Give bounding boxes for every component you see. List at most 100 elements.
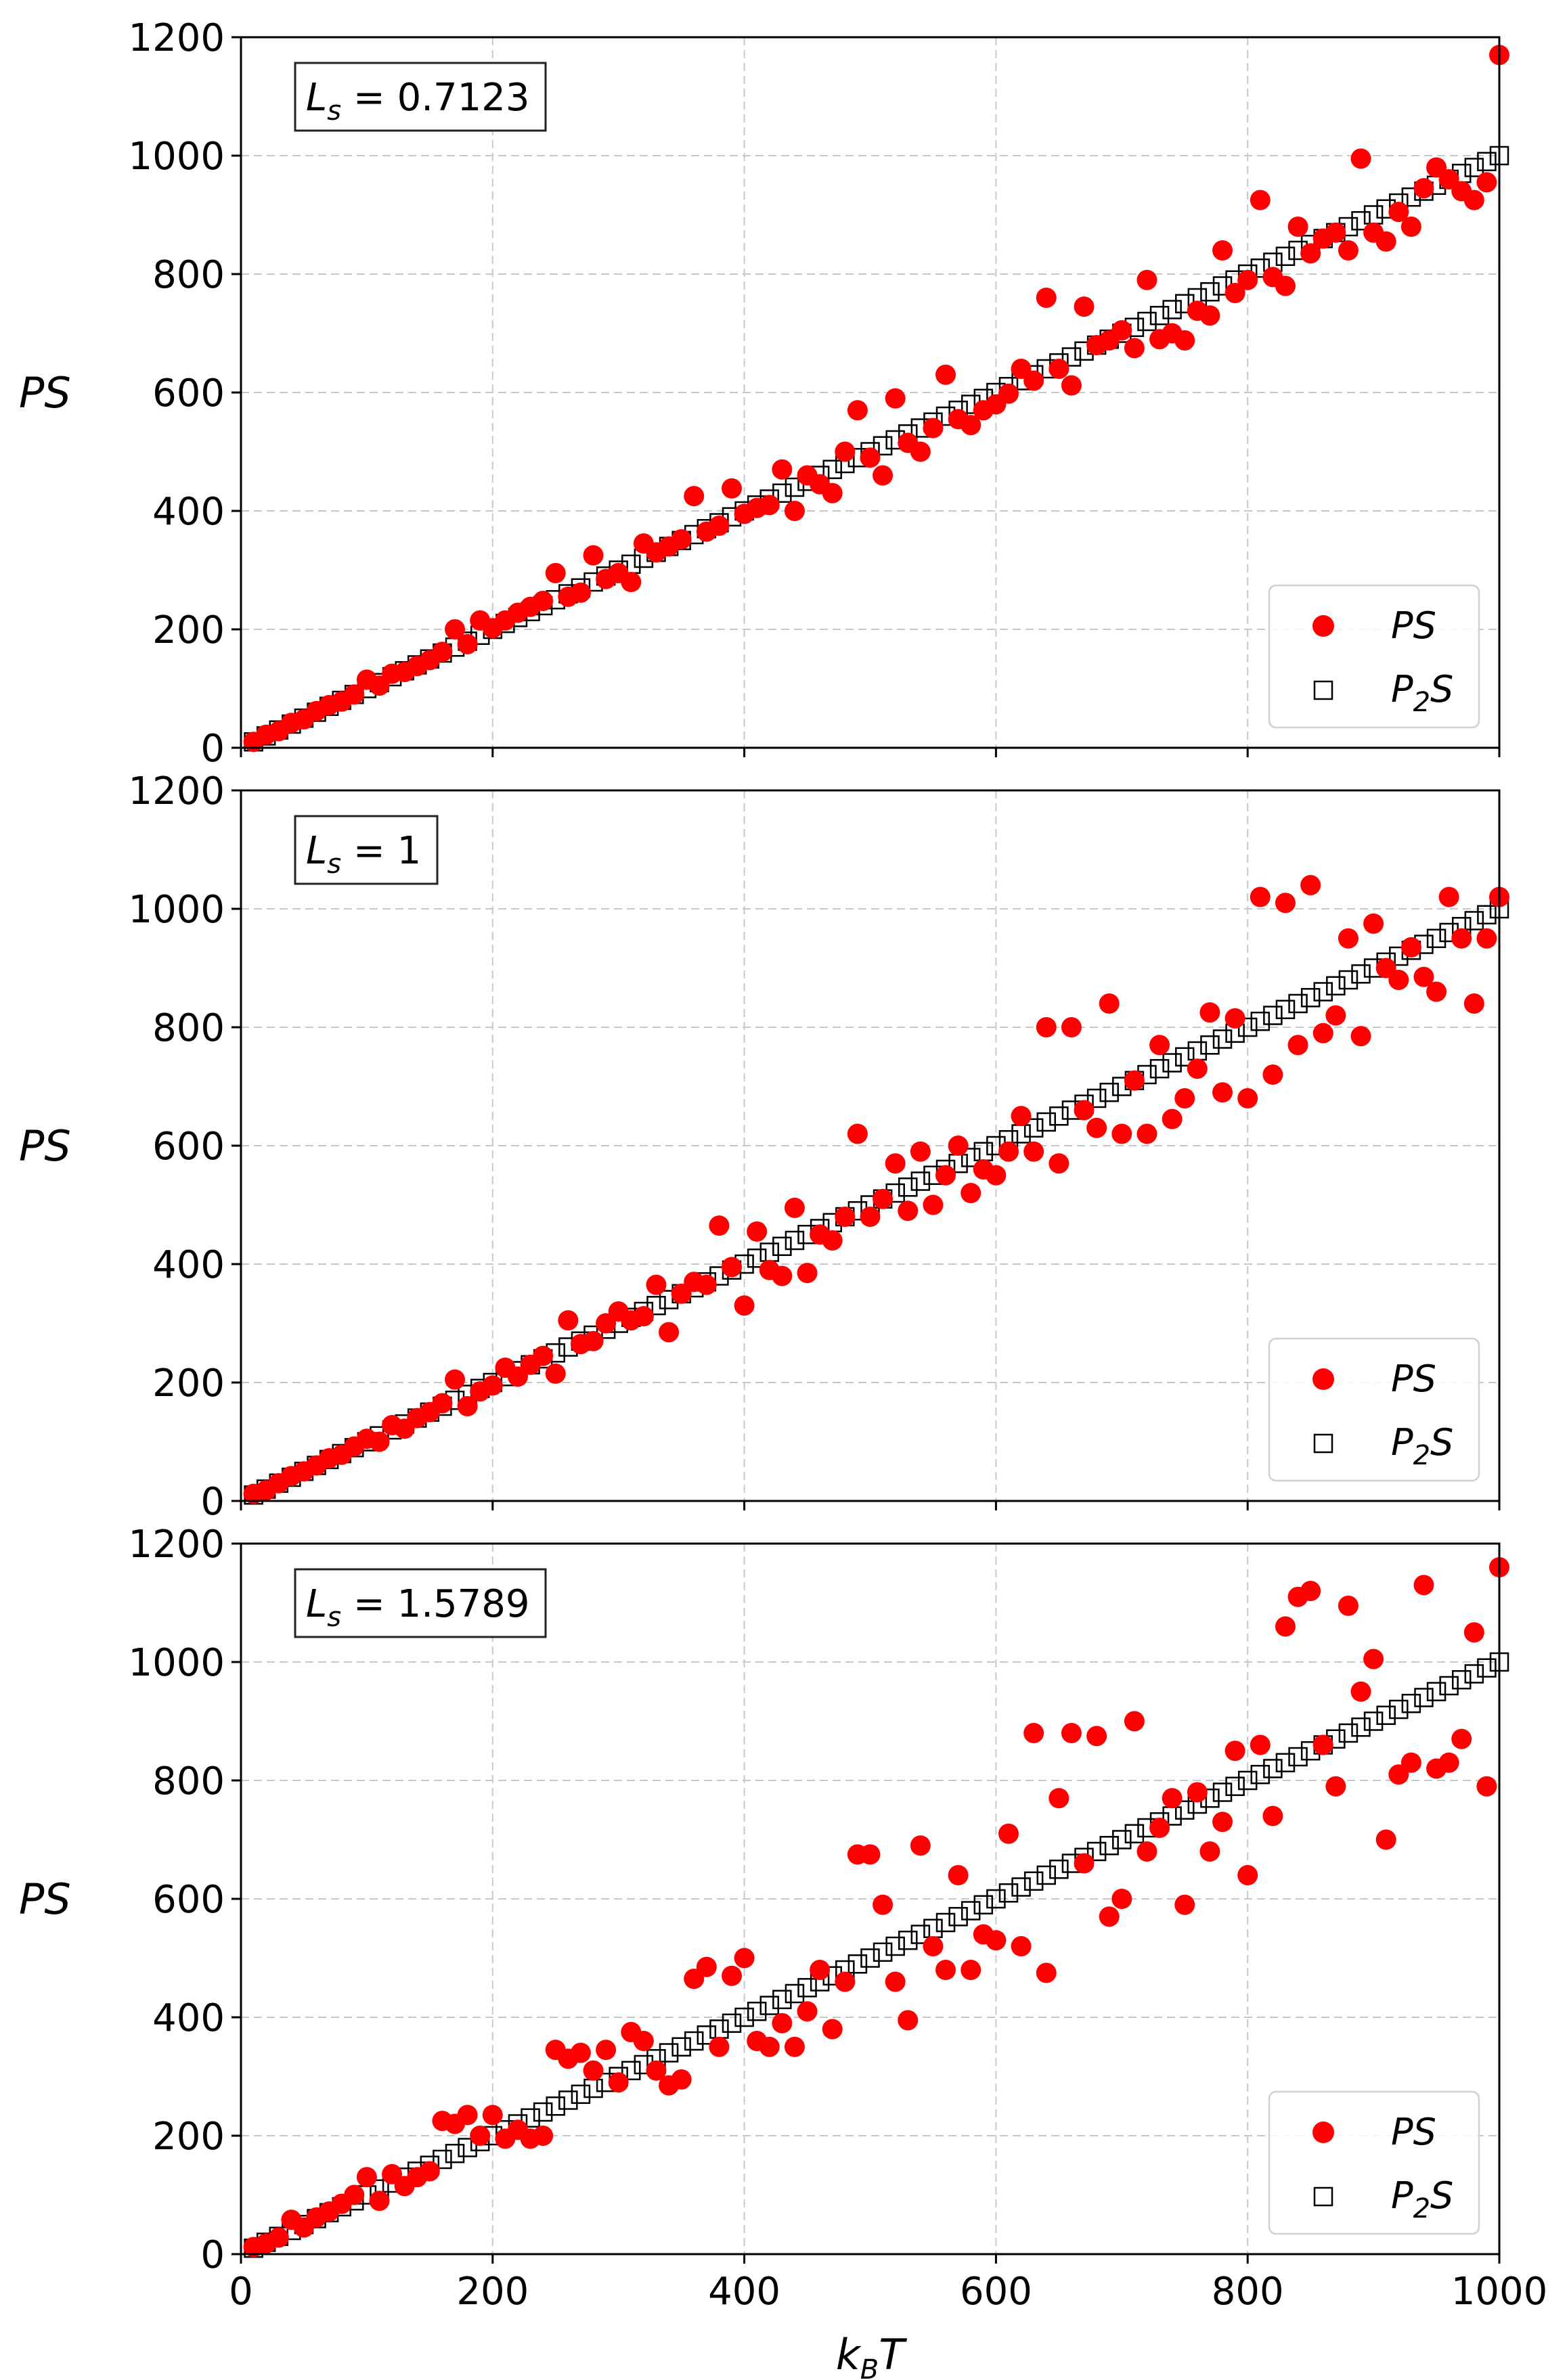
ps-point — [1011, 1936, 1032, 1956]
ps-point — [457, 633, 478, 654]
p2s-point — [885, 1936, 905, 1956]
p2s-point — [1023, 1871, 1044, 1891]
ps-point — [986, 1165, 1007, 1186]
ps-point — [1300, 243, 1321, 264]
ps-point — [1023, 370, 1044, 391]
y-tick-label: 1200 — [128, 769, 225, 813]
p2s-point — [785, 477, 805, 497]
ps-point — [457, 2105, 478, 2126]
annotation-box: Ls = 0.7123 — [294, 62, 547, 132]
p2s-point — [910, 1925, 931, 1944]
p2s-point — [433, 2149, 452, 2170]
p2s-point — [558, 2090, 578, 2110]
legend-p2s-marker — [1313, 680, 1333, 700]
ps-point — [1312, 1734, 1333, 1755]
y-tick-label: 200 — [152, 608, 225, 652]
ps-point — [1124, 338, 1145, 359]
ps-point — [1413, 1575, 1434, 1596]
ps-point — [935, 1960, 956, 1980]
x-tick-label: 0 — [229, 2270, 253, 2314]
annotation-text-base: L — [306, 1582, 327, 1626]
p2s-point — [759, 1242, 780, 1262]
ps-point — [1162, 1108, 1183, 1129]
legend-ps-label: PS — [1391, 1357, 1436, 1400]
ps-point — [910, 1141, 931, 1162]
ps-point — [1212, 1082, 1233, 1103]
ps-point — [470, 2126, 491, 2146]
y-axis-label: PS — [19, 1874, 71, 1924]
ps-point — [1237, 1088, 1258, 1108]
p2s-point — [1149, 306, 1170, 325]
ps-point — [1463, 993, 1484, 1014]
p2s-point — [1288, 993, 1308, 1014]
y-tick-label: 1200 — [128, 1523, 225, 1567]
x-axis-label-sub: B — [860, 2354, 879, 2380]
ps-point — [1300, 1581, 1321, 1601]
ps-point — [1400, 937, 1421, 958]
ps-point — [1300, 875, 1321, 895]
p2s-point — [1464, 911, 1484, 930]
p2s-point — [583, 2078, 603, 2098]
p2s-point — [646, 1296, 666, 1316]
ps-point — [1212, 240, 1233, 261]
annotation-text-base: L — [306, 76, 327, 120]
ps-point — [1149, 1035, 1170, 1056]
legend-p2s-label: P2S — [1391, 1421, 1453, 1471]
p2s-point — [1351, 964, 1371, 984]
ps-point — [734, 1295, 755, 1316]
p2s-point — [948, 1907, 968, 1927]
ps-point — [835, 1207, 856, 1227]
ps-point — [545, 1363, 566, 1384]
p2s-point — [546, 2096, 565, 2116]
p2s-point — [1237, 1770, 1258, 1791]
p2s-point — [1175, 1800, 1195, 1820]
ps-point — [1049, 359, 1069, 379]
ps-point — [1099, 993, 1120, 1014]
ps-point — [1325, 1776, 1346, 1797]
ps-point — [898, 2010, 919, 2031]
ps-point — [533, 1345, 554, 1366]
p2s-point — [1451, 1670, 1472, 1690]
y-tick-label: 0 — [200, 2233, 225, 2277]
p2s-point — [1124, 1824, 1145, 1843]
ps-point — [1350, 1026, 1371, 1047]
ps-point — [885, 388, 906, 409]
ps-point — [948, 1865, 969, 1885]
p2s-point — [621, 2061, 641, 2080]
y-axis-label: PS — [19, 368, 71, 418]
ps-point — [797, 2001, 818, 2022]
y-tick-label: 200 — [152, 2115, 225, 2159]
ps-point — [1388, 202, 1409, 223]
ps-point — [1061, 375, 1082, 396]
p2s-point — [822, 459, 842, 479]
ps-point — [910, 441, 931, 462]
x-tick-label: 400 — [708, 2270, 780, 2314]
ps-point — [583, 545, 604, 566]
ps-point — [998, 383, 1019, 404]
ps-point — [633, 2031, 654, 2051]
ps-point — [1199, 1841, 1220, 1862]
ps-point — [1350, 1681, 1371, 1702]
ps-point — [998, 1141, 1019, 1162]
x-axis-label-base: k — [836, 2330, 862, 2379]
ps-point — [445, 619, 466, 639]
ps-point — [1136, 1841, 1157, 1862]
annotation-text: Ls = 1 — [306, 829, 421, 880]
ps-point — [1023, 1723, 1044, 1743]
ps-point — [671, 2069, 692, 2090]
annotation-frame — [294, 815, 439, 885]
y-tick-label: 600 — [152, 1125, 225, 1169]
annotation-text-rest: = 0.7123 — [341, 76, 529, 120]
ps-point — [1312, 1023, 1333, 1043]
p2s-point — [1464, 1664, 1484, 1684]
p2s-point — [671, 2037, 691, 2057]
ps-point — [961, 1960, 981, 1980]
ps-point — [445, 1369, 466, 1390]
p2s-point — [1036, 1112, 1057, 1132]
ps-point — [1111, 1889, 1132, 1909]
legend-p2s-marker — [1313, 2186, 1333, 2207]
ps-point — [860, 1207, 881, 1227]
ps-point — [709, 515, 730, 536]
